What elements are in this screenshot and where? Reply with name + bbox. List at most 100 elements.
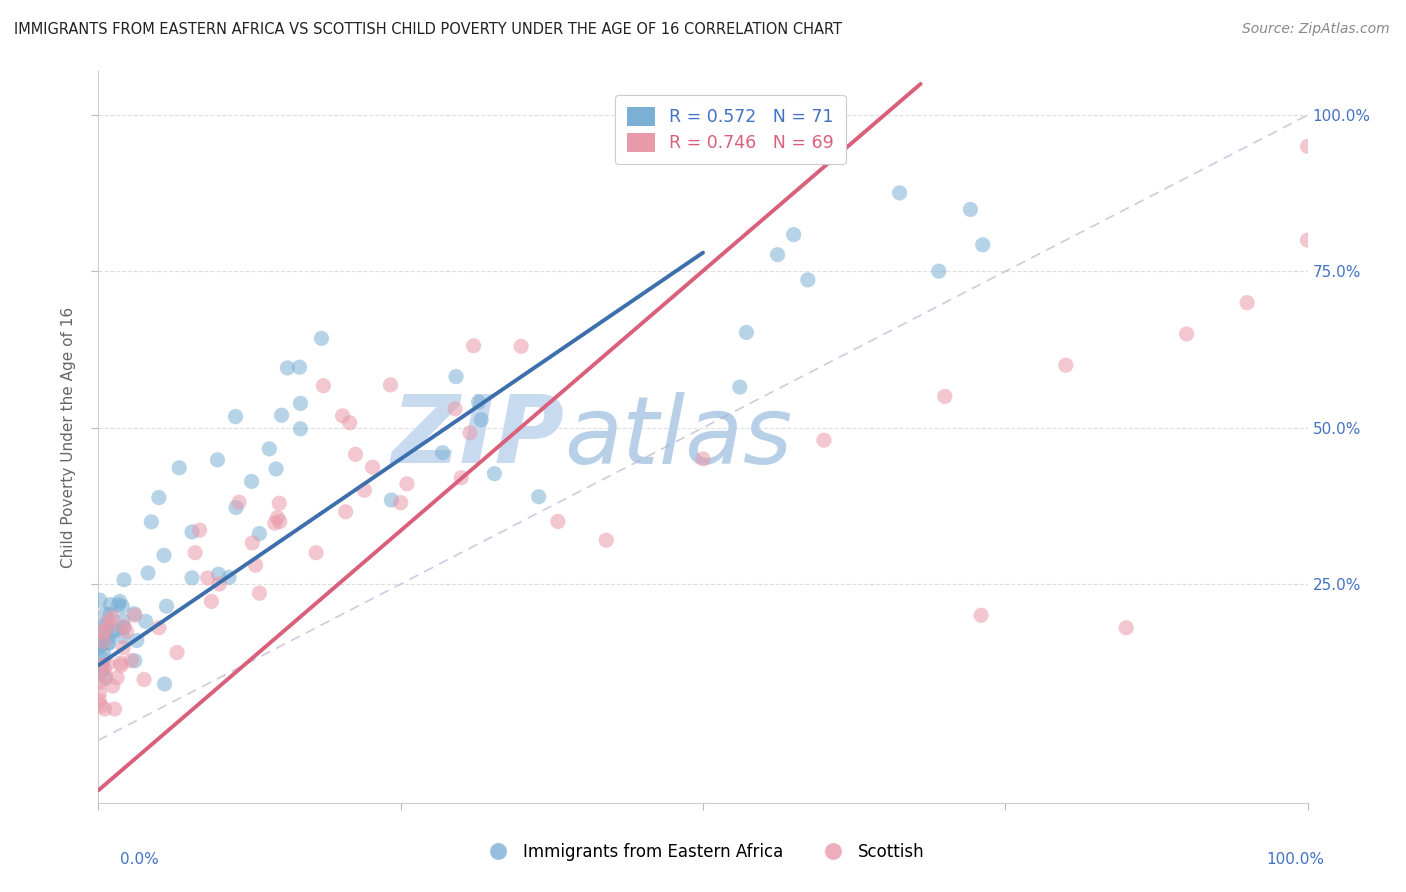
- Point: [247, 586, 270, 600]
- Point: [332, 409, 354, 423]
- Point: [1054, 358, 1077, 372]
- Point: [225, 500, 247, 515]
- Point: [218, 570, 240, 584]
- Point: [94, 618, 117, 632]
- Point: [93, 634, 115, 648]
- Point: [148, 621, 170, 635]
- Point: [124, 654, 146, 668]
- Point: [89, 640, 111, 655]
- Point: [90, 698, 112, 713]
- Point: [395, 476, 418, 491]
- Point: [269, 515, 291, 529]
- Legend: Immigrants from Eastern Africa, Scottish: Immigrants from Eastern Africa, Scottish: [475, 837, 931, 868]
- Point: [93, 702, 115, 716]
- Point: [93, 646, 115, 660]
- Point: [813, 434, 835, 448]
- Point: [112, 640, 135, 655]
- Point: [87, 630, 110, 644]
- Text: IMMIGRANTS FROM EASTERN AFRICA VS SCOTTISH CHILD POVERTY UNDER THE AGE OF 16 COR: IMMIGRANTS FROM EASTERN AFRICA VS SCOTTI…: [14, 22, 842, 37]
- Point: [889, 186, 911, 200]
- Point: [103, 624, 125, 638]
- Point: [290, 396, 312, 410]
- Point: [339, 416, 361, 430]
- Point: [200, 594, 222, 608]
- Point: [148, 491, 170, 505]
- Point: [263, 516, 285, 531]
- Point: [547, 515, 569, 529]
- Point: [207, 567, 229, 582]
- Point: [463, 339, 485, 353]
- Point: [97, 657, 120, 672]
- Point: [111, 614, 134, 628]
- Point: [153, 677, 176, 691]
- Point: [228, 495, 250, 509]
- Point: [290, 422, 312, 436]
- Point: [312, 378, 335, 392]
- Point: [107, 598, 129, 612]
- Point: [112, 621, 135, 635]
- Point: [101, 679, 124, 693]
- Point: [155, 599, 177, 614]
- Point: [432, 446, 454, 460]
- Point: [125, 633, 148, 648]
- Point: [1296, 139, 1319, 153]
- Point: [1236, 295, 1258, 310]
- Point: [132, 673, 155, 687]
- Point: [100, 598, 122, 612]
- Point: [135, 615, 157, 629]
- Point: [728, 380, 751, 394]
- Point: [458, 425, 481, 440]
- Point: [153, 549, 176, 563]
- Point: [527, 490, 550, 504]
- Point: [311, 331, 333, 345]
- Point: [782, 227, 804, 242]
- Point: [510, 339, 533, 353]
- Point: [692, 452, 714, 467]
- Point: [380, 493, 402, 508]
- Point: [1115, 621, 1137, 635]
- Point: [124, 607, 146, 621]
- Point: [197, 571, 219, 585]
- Point: [93, 662, 115, 676]
- Point: [735, 326, 758, 340]
- Point: [353, 483, 375, 498]
- Point: [166, 646, 188, 660]
- Point: [249, 526, 271, 541]
- Point: [181, 524, 204, 539]
- Point: [87, 640, 110, 654]
- Point: [124, 608, 146, 623]
- Point: [97, 630, 120, 644]
- Point: [98, 636, 121, 650]
- Point: [120, 654, 142, 668]
- Point: [98, 607, 121, 622]
- Point: [361, 460, 384, 475]
- Point: [188, 523, 211, 537]
- Point: [288, 360, 311, 375]
- Point: [89, 685, 111, 699]
- Point: [467, 395, 489, 409]
- Point: [111, 630, 134, 644]
- Point: [184, 546, 207, 560]
- Point: [89, 675, 111, 690]
- Point: [89, 624, 111, 639]
- Point: [595, 533, 617, 548]
- Point: [934, 389, 956, 403]
- Text: Source: ZipAtlas.com: Source: ZipAtlas.com: [1241, 22, 1389, 37]
- Point: [470, 412, 492, 426]
- Point: [208, 577, 231, 591]
- Point: [90, 664, 112, 678]
- Point: [266, 510, 288, 524]
- Text: 0.0%: 0.0%: [120, 852, 159, 867]
- Point: [259, 442, 281, 456]
- Point: [450, 471, 472, 485]
- Text: atlas: atlas: [564, 392, 792, 483]
- Point: [112, 619, 135, 633]
- Point: [225, 409, 247, 424]
- Point: [276, 360, 298, 375]
- Point: [94, 625, 117, 640]
- Point: [91, 658, 114, 673]
- Point: [207, 453, 229, 467]
- Point: [108, 594, 131, 608]
- Point: [444, 401, 467, 416]
- Point: [240, 475, 263, 489]
